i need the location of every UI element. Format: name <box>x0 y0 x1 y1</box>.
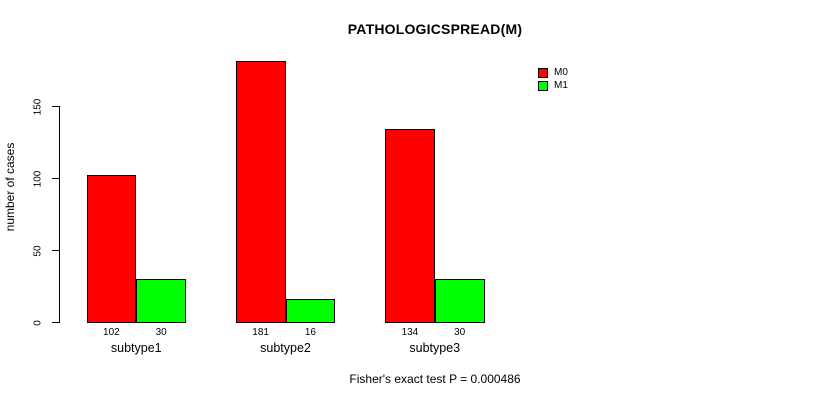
bar-m0-subtype1 <box>86 175 137 323</box>
bar-value-label: 30 <box>155 327 167 338</box>
bar-m1-subtype2 <box>285 298 336 323</box>
bar-value-label: 16 <box>304 327 316 338</box>
legend-row-m0: M0 <box>538 66 568 79</box>
category-label-subtype1: subtype1 <box>110 341 162 355</box>
y-axis-tick-label: 150 <box>32 98 44 115</box>
y-axis-tick-label: 50 <box>32 244 44 257</box>
bar-m1-subtype1 <box>136 278 186 323</box>
bar-value-label: 102 <box>103 327 120 338</box>
bar-value-label: 181 <box>252 327 269 338</box>
bar-value-label: 30 <box>454 327 466 338</box>
y-axis-tick-label: 100 <box>32 170 44 187</box>
legend-swatch-m1 <box>538 80 548 91</box>
legend-row-m1: M1 <box>538 79 568 92</box>
chart-title: PATHOLOGICSPREAD(M) <box>347 21 523 37</box>
y-axis-line <box>59 106 60 323</box>
y-axis-tick <box>52 178 59 179</box>
legend: M0 M1 <box>538 66 568 92</box>
bar-value-label: 134 <box>401 327 419 338</box>
legend-swatch-m0 <box>538 67 548 78</box>
bar-m0-subtype3 <box>385 129 435 323</box>
fisher-test-caption: Fisher's exact test P = 0.000486 <box>349 372 521 386</box>
bar-m0-subtype2 <box>235 61 286 323</box>
y-axis-tick <box>52 250 59 251</box>
y-axis-tick <box>52 106 59 107</box>
category-label-subtype2: subtype2 <box>260 341 311 355</box>
legend-label: M1 <box>554 79 568 91</box>
bar-m1-subtype3 <box>434 278 485 323</box>
y-axis-tick <box>52 322 59 323</box>
legend-label: M0 <box>554 66 568 78</box>
category-label-subtype3: subtype3 <box>409 341 461 355</box>
y-axis-tick-label: 0 <box>32 319 44 326</box>
